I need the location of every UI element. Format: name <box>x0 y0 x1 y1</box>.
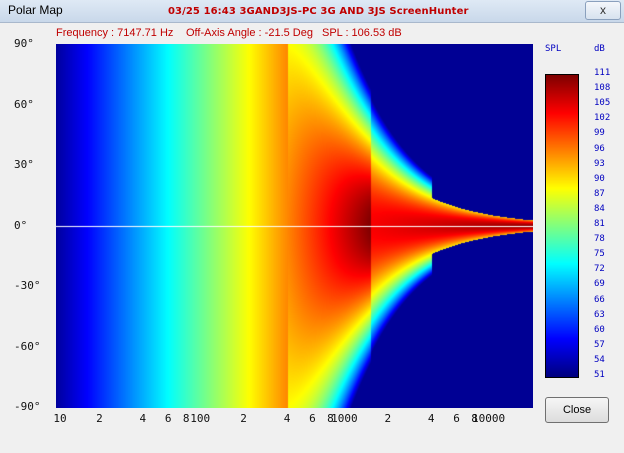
x-tick-label: 10 <box>53 412 67 425</box>
y-tick-label: 30° <box>14 158 34 171</box>
x-tick-label: 10000 <box>472 412 506 425</box>
frequency-readout: Frequency : 7147.71 Hz <box>56 27 174 39</box>
off-axis-readout: Off-Axis Angle : -21.5 Deg <box>186 27 313 39</box>
y-tick-label: -90° <box>14 400 41 413</box>
color-scale-tick: 96 <box>594 143 605 154</box>
color-scale-tick: 81 <box>594 219 605 229</box>
y-tick-label: 60° <box>14 97 34 111</box>
color-scale-tick: 90 <box>594 173 605 184</box>
x-tick-label: 4 <box>427 412 435 425</box>
x-tick-label: 8 <box>327 412 334 425</box>
color-scale-tick: 84 <box>594 203 605 214</box>
x-tick-label: 8 <box>471 412 478 425</box>
color-scale-tick: 51 <box>594 370 605 380</box>
x-tick-label: 6 <box>309 412 316 425</box>
color-scale-tick: 66 <box>594 294 605 305</box>
x-tick-label: 1000 <box>331 412 358 425</box>
x-tick-label: 6 <box>164 412 172 425</box>
color-scale-tick: 72 <box>594 264 605 275</box>
color-scale-tick: 99 <box>594 128 605 139</box>
screenhunter-caption: 03/25 16:43 3GAND3JS-PC 3G AND 3JS Scree… <box>168 6 469 17</box>
polar-map-plot[interactable] <box>56 44 533 408</box>
color-scale-tick: 78 <box>594 234 605 245</box>
color-scale-tick: 63 <box>594 309 605 320</box>
window-title: Polar Map <box>8 3 63 17</box>
y-tick-label: -60° <box>14 339 41 353</box>
color-scale-tick: 87 <box>594 188 605 199</box>
color-scale-tick: 69 <box>594 279 605 290</box>
y-tick-label: 90° <box>14 37 34 50</box>
x-tick-label: 2 <box>384 412 392 425</box>
x-tick-label: 2 <box>240 412 247 425</box>
color-scale-tick: 54 <box>594 354 605 365</box>
color-scale-tick: 60 <box>594 324 605 335</box>
spl-readout: SPL : 106.53 dB <box>322 27 402 39</box>
legend-db-label: dB <box>594 44 605 54</box>
x-tick-label: 100 <box>190 412 211 425</box>
title-bar: Polar Map 03/25 16:43 3GAND3JS-PC 3G AND… <box>0 0 624 23</box>
x-tick-label: 8 <box>182 412 190 425</box>
x-tick-label: 4 <box>139 412 147 425</box>
x-tick-label: 6 <box>453 412 460 425</box>
y-tick-label: -30° <box>14 279 41 292</box>
legend-spl-label: SPL <box>545 44 562 54</box>
window-close-button[interactable]: x <box>585 1 621 20</box>
x-tick-label: 4 <box>283 412 291 425</box>
info-bar: Frequency : 7147.71 Hz Off-Axis Angle : … <box>0 22 624 42</box>
y-tick-label: 0° <box>14 218 28 232</box>
heatmap-canvas[interactable] <box>56 44 533 408</box>
color-scale-tick: 102 <box>594 113 611 124</box>
color-scale-tick: 111 <box>594 68 611 78</box>
color-scale-tick: 93 <box>594 158 605 169</box>
x-tick-label: 2 <box>96 412 103 425</box>
color-scale-tick: 75 <box>594 249 605 260</box>
color-scale-tick: 105 <box>594 98 611 109</box>
close-button[interactable]: Close <box>545 397 609 423</box>
color-scale-tick: 108 <box>594 83 611 94</box>
color-scale-tick: 57 <box>594 339 605 350</box>
color-scale-bar <box>545 74 579 378</box>
